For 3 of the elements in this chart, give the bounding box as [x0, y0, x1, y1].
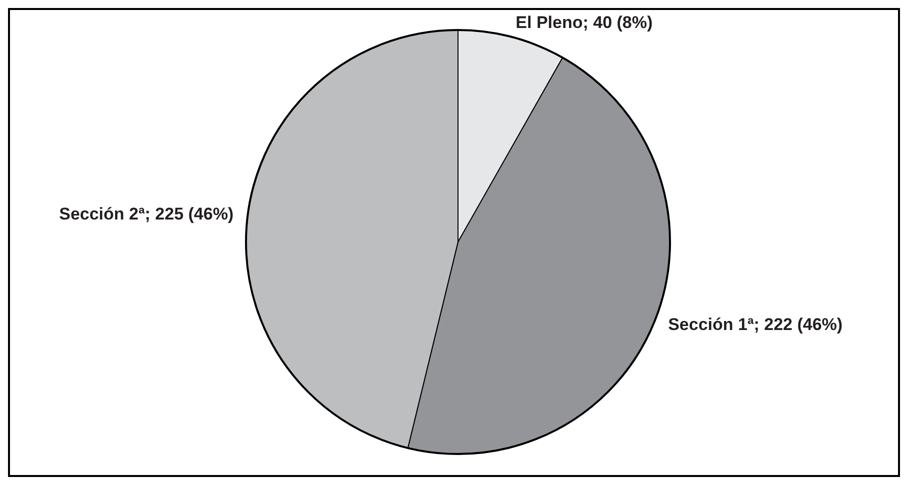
- slice-label: Sección 1ª; 222 (46%): [668, 314, 843, 334]
- slice-label: El Pleno; 40 (8%): [516, 12, 653, 32]
- slice-label: Sección 2ª; 225 (46%): [59, 204, 234, 224]
